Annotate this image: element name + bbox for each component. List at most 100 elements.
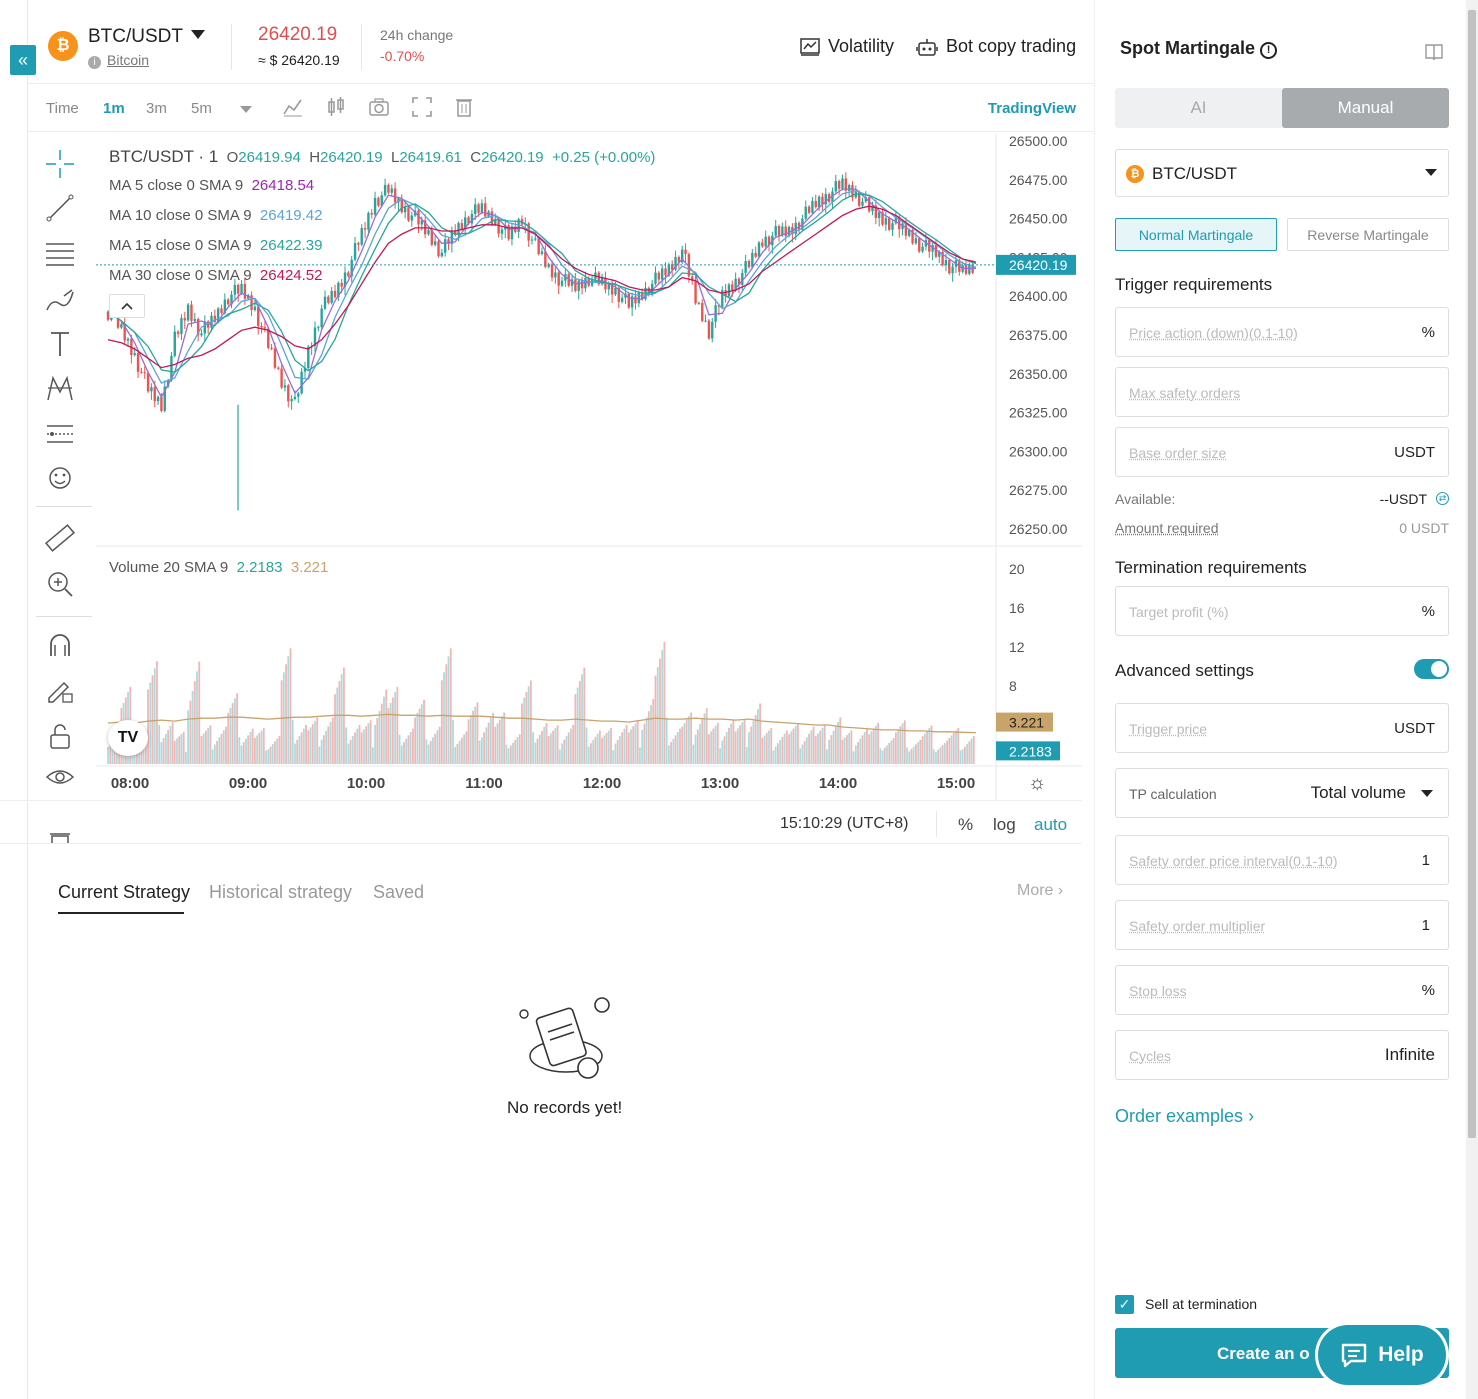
brush-icon[interactable] [44, 284, 76, 316]
target-profit-input[interactable]: Target profit (%)% [1115, 586, 1449, 636]
tradingview-link[interactable]: TradingView [987, 100, 1076, 117]
mode-manual-button[interactable]: Manual [1282, 88, 1449, 128]
interval-3m[interactable]: 3m [146, 100, 167, 117]
volume-bar [763, 735, 766, 764]
volume-bar [309, 727, 312, 764]
info-icon[interactable]: ! [1260, 42, 1278, 59]
bot-copy-trading-link[interactable]: Bot copy trading [916, 36, 1076, 57]
fib-retracement-icon[interactable] [44, 238, 76, 270]
more-link[interactable]: More › [1017, 882, 1063, 900]
chat-icon [1342, 1343, 1367, 1368]
unlock-icon[interactable] [44, 720, 76, 752]
tp-calc-label: TP calculation [1129, 786, 1217, 802]
volume-bar [610, 728, 612, 764]
max-safety-orders-input[interactable]: Max safety orders [1115, 367, 1449, 417]
reverse-martingale-button[interactable]: Reverse Martingale [1287, 218, 1449, 251]
log-scale-button[interactable]: log [993, 815, 1016, 834]
stop-loss-input[interactable]: Stop loss% [1115, 965, 1449, 1015]
order-examples-link[interactable]: Order examples › [1115, 1106, 1254, 1127]
trash-icon[interactable] [453, 96, 475, 118]
chart-settings-icon[interactable]: ☼ [1028, 772, 1047, 794]
tp-calculation-select[interactable]: TP calculation Total volume [1115, 768, 1449, 818]
tab-saved[interactable]: Saved [373, 882, 425, 902]
cycles-placeholder: Cycles [1129, 1048, 1172, 1064]
volume-bar [432, 737, 434, 764]
auto-scale-button[interactable]: auto [1034, 815, 1068, 834]
book-icon[interactable] [1424, 43, 1444, 61]
emoji-icon[interactable] [44, 462, 76, 494]
safety-order-interval-input[interactable]: Safety order price interval(0.1-10) 1 [1115, 835, 1449, 885]
price-chart[interactable]: 26500.0026475.0026450.0026425.0026400.00… [96, 134, 1082, 844]
trend-line-icon[interactable] [44, 192, 76, 224]
cycles-input[interactable]: Cycles Infinite [1115, 1030, 1449, 1080]
ruler-icon[interactable] [44, 522, 76, 554]
candle-type-icon[interactable] [325, 96, 347, 118]
volume-bar [109, 743, 112, 764]
legend-low: 26419.61 [399, 149, 462, 166]
normal-martingale-button[interactable]: Normal Martingale [1115, 218, 1277, 251]
advanced-settings-toggle[interactable] [1414, 659, 1449, 679]
time-button[interactable]: Time [46, 100, 79, 117]
candle-body [323, 296, 327, 309]
mode-ai-button[interactable]: AI [1190, 98, 1207, 117]
panel-scroll-thumb[interactable] [1468, 10, 1476, 1138]
safety-order-multiplier-input[interactable]: Safety order multiplier 1 [1115, 900, 1449, 950]
text-tool-icon[interactable] [44, 328, 76, 360]
base-order-size-input[interactable]: Base order size USDT [1115, 427, 1449, 477]
interval-5m[interactable]: 5m [191, 100, 212, 117]
eye-icon[interactable] [44, 762, 76, 794]
tab-current-strategy[interactable]: Current Strategy [58, 882, 191, 902]
empty-records-text: No records yet! [507, 1098, 623, 1117]
volume-bar [538, 734, 541, 764]
candle-body [327, 296, 330, 303]
volume-bar [590, 743, 592, 764]
volume-bar [427, 744, 430, 764]
volume-bar [741, 722, 744, 764]
pattern-tool-icon[interactable] [44, 372, 76, 404]
volume-bar [216, 740, 218, 764]
volume-bar [736, 728, 739, 764]
volume-bar [485, 727, 488, 764]
transfer-icon[interactable]: ⇄ [1436, 492, 1449, 505]
volume-bar [834, 726, 837, 764]
candle-body [664, 268, 667, 276]
help-button[interactable]: Help [1318, 1325, 1446, 1385]
candle-body [340, 282, 343, 287]
sell-at-termination-checkbox[interactable]: ✓ [1115, 1295, 1134, 1314]
candle-body [390, 188, 393, 193]
crosshair-icon[interactable] [44, 148, 76, 180]
tab-historical-strategy[interactable]: Historical strategy [209, 882, 353, 902]
pair-selector[interactable]: BTC/USDT [88, 26, 205, 48]
volume-bar [536, 738, 539, 764]
volume-bar [245, 738, 247, 764]
candlestick-chart-svg[interactable]: 26500.0026475.0026450.0026425.0026400.00… [96, 134, 1082, 800]
volume-bar [952, 732, 955, 764]
volume-bar [772, 750, 775, 764]
candle-body [644, 287, 647, 300]
percent-scale-button[interactable]: % [958, 815, 974, 834]
coin-name-link[interactable]: i Bitcoin [88, 52, 149, 69]
lock-drawings-icon[interactable] [44, 674, 76, 706]
pair-select[interactable]: ₿ BTC/USDT [1115, 149, 1449, 197]
fullscreen-icon[interactable] [411, 96, 433, 118]
camera-icon[interactable] [368, 96, 390, 118]
volume-bar [156, 661, 158, 764]
prediction-tool-icon[interactable] [44, 418, 76, 450]
remove-drawings-icon[interactable] [44, 824, 76, 844]
magnet-icon[interactable] [44, 630, 76, 662]
interval-1m[interactable]: 1m [103, 100, 125, 117]
price-action-input[interactable]: Price action (down)(0.1-10)% [1115, 307, 1449, 357]
collapse-sidebar-button[interactable]: « [10, 45, 36, 75]
indicators-icon[interactable] [282, 96, 304, 118]
tradingview-logo[interactable]: TV [108, 720, 148, 756]
candle-body [407, 207, 410, 221]
volatility-link[interactable]: Volatility [800, 36, 894, 57]
trigger-price-input[interactable]: Trigger price USDT [1115, 703, 1449, 753]
volume-bar [322, 735, 325, 764]
volume-bar [656, 667, 659, 764]
zoom-in-icon[interactable] [44, 568, 76, 600]
volume-bar [107, 746, 109, 764]
collapse-legend-button[interactable] [109, 294, 145, 318]
interval-dropdown-icon[interactable] [235, 98, 257, 120]
candle-body [337, 282, 340, 298]
